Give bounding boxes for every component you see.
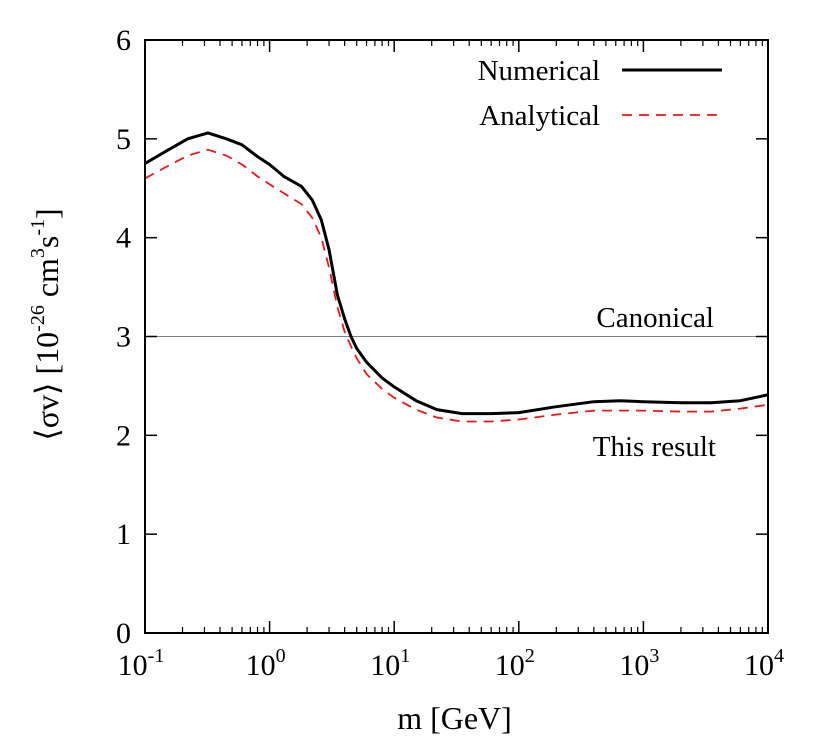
y-tick-label: 4 (116, 222, 131, 255)
legend-label-analytical: Analytical (479, 100, 600, 132)
legend-label-numerical: Numerical (478, 55, 600, 87)
axes: 0 1 2 3 4 5 6 10-1 100 101 102 103 104 m [GeV] ⟨σv⟩ [1… (27, 24, 784, 736)
y-tick-label: 1 (116, 518, 131, 551)
y-tick-label: 3 (116, 321, 131, 354)
y-tick-label: 5 (116, 123, 131, 156)
annotations: Canonical This result (593, 302, 716, 463)
this-result-label: This result (593, 431, 716, 463)
x-tick-label: 102 (495, 645, 535, 682)
series-line-analytical (144, 148, 769, 423)
legend: Numerical Analytical (478, 55, 722, 132)
x-tick-label: 100 (246, 645, 286, 682)
x-tick-label: 101 (370, 645, 410, 682)
x-axis-title: m [GeV] (397, 700, 512, 736)
x-tick-label: 10-1 (118, 645, 165, 682)
y-tick-label: 0 (116, 617, 131, 650)
canonical-label: Canonical (596, 302, 714, 334)
series-line-numerical (144, 131, 769, 416)
y-tick-label: 2 (116, 419, 131, 452)
y-tick-label: 6 (116, 24, 131, 57)
x-tick-label: 103 (619, 645, 659, 682)
plot-area (144, 131, 769, 423)
x-tick-label: 104 (744, 645, 784, 682)
y-axis-title: ⟨σv⟩ [10-26 cm3s-1] (27, 208, 65, 440)
